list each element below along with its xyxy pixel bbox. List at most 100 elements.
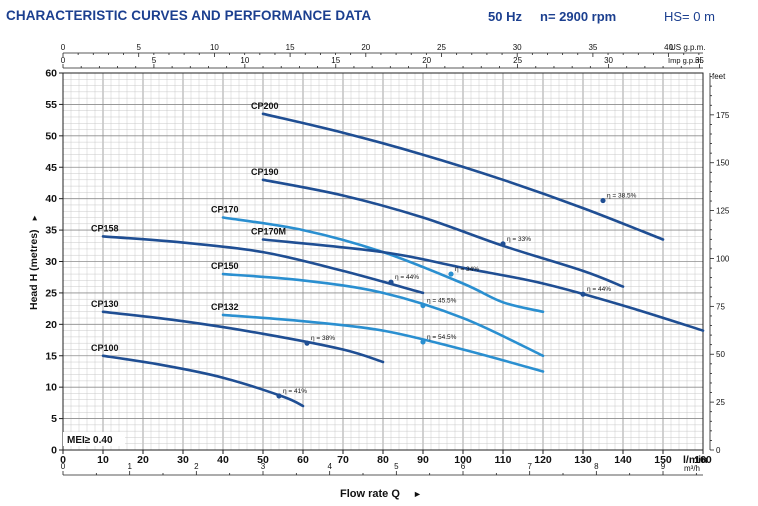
eff-point-cp200 — [600, 197, 606, 204]
feet-tick-label: 50 — [716, 350, 725, 359]
series-label-cp170: CP170 — [211, 205, 239, 215]
x-tick-label: 20 — [137, 454, 149, 466]
us-tick-label: 30 — [513, 43, 522, 52]
mei-label: MEI≥ 0.40 — [67, 435, 113, 446]
eff-label-cp150: η = 45.5% — [427, 297, 457, 304]
x-tick-label: 110 — [495, 454, 512, 466]
series-group — [101, 112, 705, 408]
imp-tick-label: 25 — [513, 56, 522, 65]
y-tick-label: 15 — [45, 350, 57, 362]
eff-point-cp100 — [276, 393, 282, 399]
feet-unit-label: feet — [712, 72, 726, 81]
x-tick-label: 150 — [654, 454, 672, 466]
imp-tick-label: 10 — [240, 56, 249, 65]
eff-label-cp100: η = 41% — [283, 388, 307, 395]
feet-tick-label: 175 — [716, 111, 730, 120]
imp-tick-label: 5 — [152, 56, 157, 65]
m3h-tick-label: 4 — [327, 462, 332, 471]
series-label-cp100: CP100 — [91, 343, 119, 353]
mei-box — [63, 432, 125, 446]
us-tick-label: 0 — [61, 43, 66, 52]
us-tick-label: 15 — [286, 43, 295, 52]
eff-label-cp158: η = 44% — [395, 274, 419, 281]
x-tick-label: 80 — [377, 454, 389, 466]
y-tick-label: 50 — [45, 130, 57, 142]
eff-label-cp170m: η = 44% — [587, 286, 611, 293]
series-label-cp150: CP150 — [211, 261, 239, 271]
series-curve-cp170 — [221, 216, 545, 314]
feet-tick-label: 0 — [716, 446, 721, 455]
series-curve-cp170m — [261, 238, 705, 332]
imp-unit-label: Imp g.p.m. — [668, 56, 703, 65]
y-tick-label: 55 — [45, 99, 57, 111]
y-tick-label: 45 — [45, 162, 57, 174]
x-tick-label: 0 — [60, 454, 66, 466]
x-axis-title: Flow rate Q — [340, 488, 400, 500]
feet-tick-label: 125 — [716, 207, 730, 216]
us-tick-label: 25 — [437, 43, 446, 52]
series-curve-cp158 — [101, 235, 425, 295]
m3h-tick-label: 1 — [127, 462, 132, 471]
eff-point-cp150 — [420, 302, 426, 309]
x-tick-label: 130 — [574, 454, 592, 466]
m3h-tick-label: 2 — [194, 462, 199, 471]
x-tick-label: 30 — [177, 454, 189, 466]
eff-label-cp170: η = 34% — [455, 266, 479, 273]
us-tick-label: 10 — [210, 43, 219, 52]
y-axis-arrow: ► — [30, 214, 39, 222]
x-tick-label: 90 — [417, 454, 429, 466]
eff-point-cp190 — [500, 241, 506, 247]
eff-point-cp170 — [448, 271, 454, 277]
series-curve-cp100 — [101, 354, 305, 408]
m3h-tick-label: 8 — [594, 462, 599, 471]
series-label-cp158: CP158 — [91, 223, 119, 233]
x-tick-label: 120 — [534, 454, 552, 466]
x-tick-label: 50 — [257, 454, 269, 466]
y-tick-label: 5 — [51, 413, 57, 425]
m3h-tick-label: 3 — [261, 462, 266, 471]
eff-label-cp130: η = 38% — [311, 335, 335, 342]
series-curve-cp190 — [261, 178, 625, 288]
imp-tick-label: 20 — [422, 56, 431, 65]
m3h-tick-label: 9 — [661, 462, 666, 471]
x-tick-label: 60 — [297, 454, 309, 466]
feet-tick-label: 150 — [716, 159, 730, 168]
grid — [62, 72, 704, 451]
y-tick-label: 35 — [45, 225, 57, 237]
series-label-cp200: CP200 — [251, 101, 279, 111]
us-tick-label: 20 — [361, 43, 370, 52]
imp-tick-label: 35 — [695, 56, 704, 65]
y-tick-label: 40 — [45, 193, 57, 205]
suction-height-label: HS= 0 m — [664, 9, 715, 24]
labels-group: η = 38.5% CP200 η = 33% CP190 η = 34% CP170 η … — [91, 101, 637, 395]
us-tick-label: 35 — [588, 43, 597, 52]
series-curve-cp200 — [261, 112, 665, 241]
imp-tick-label: 30 — [604, 56, 613, 65]
eff-label-cp190: η = 33% — [507, 236, 531, 243]
feet-tick-label: 100 — [716, 254, 730, 263]
eff-point-cp130 — [304, 340, 310, 346]
imp-tick-label: 0 — [61, 56, 66, 65]
frequency-label: 50 Hz — [488, 9, 522, 24]
y-tick-label: 10 — [45, 382, 57, 394]
series-curve-cp132 — [221, 313, 545, 373]
y-tick-label: 30 — [45, 256, 57, 268]
eff-point-cp170m — [580, 291, 586, 297]
x-axis-arrow: ► — [413, 489, 422, 499]
feet-tick-label: 25 — [716, 398, 725, 407]
m3h-tick-label: 0 — [61, 462, 66, 471]
x-tick-label: 160 — [694, 454, 712, 466]
series-label-cp130: CP130 — [91, 299, 119, 309]
x-tick-label: 100 — [454, 454, 472, 466]
x-tick-label: 40 — [217, 454, 229, 466]
series-label-cp132: CP132 — [211, 302, 239, 312]
series-label-cp190: CP190 — [251, 167, 279, 177]
series-curve-cp130 — [101, 310, 385, 364]
us-unit-label: US g.p.m. — [670, 43, 706, 52]
m3h-unit-label: m³/h — [684, 464, 700, 473]
y-tick-label: 0 — [51, 445, 57, 457]
eff-label-cp132: η = 54.5% — [427, 334, 457, 341]
us-tick-label: 5 — [136, 43, 141, 52]
